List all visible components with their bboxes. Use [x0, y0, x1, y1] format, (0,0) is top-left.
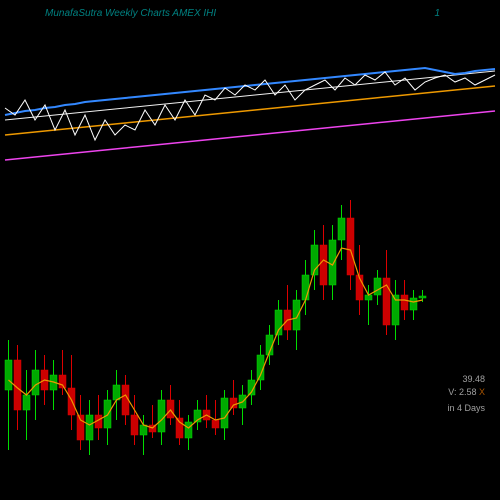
days-info: in 4 Days: [447, 402, 485, 415]
last-price: 39.48: [447, 373, 485, 386]
volume-info: V: 2.58 X: [447, 386, 485, 399]
price-info-box: 39.48 V: 2.58 X in 4 Days: [447, 373, 485, 415]
price-chart: [0, 0, 500, 500]
volume-suffix: X: [479, 387, 485, 397]
volume-value: V: 2.58: [448, 387, 476, 397]
